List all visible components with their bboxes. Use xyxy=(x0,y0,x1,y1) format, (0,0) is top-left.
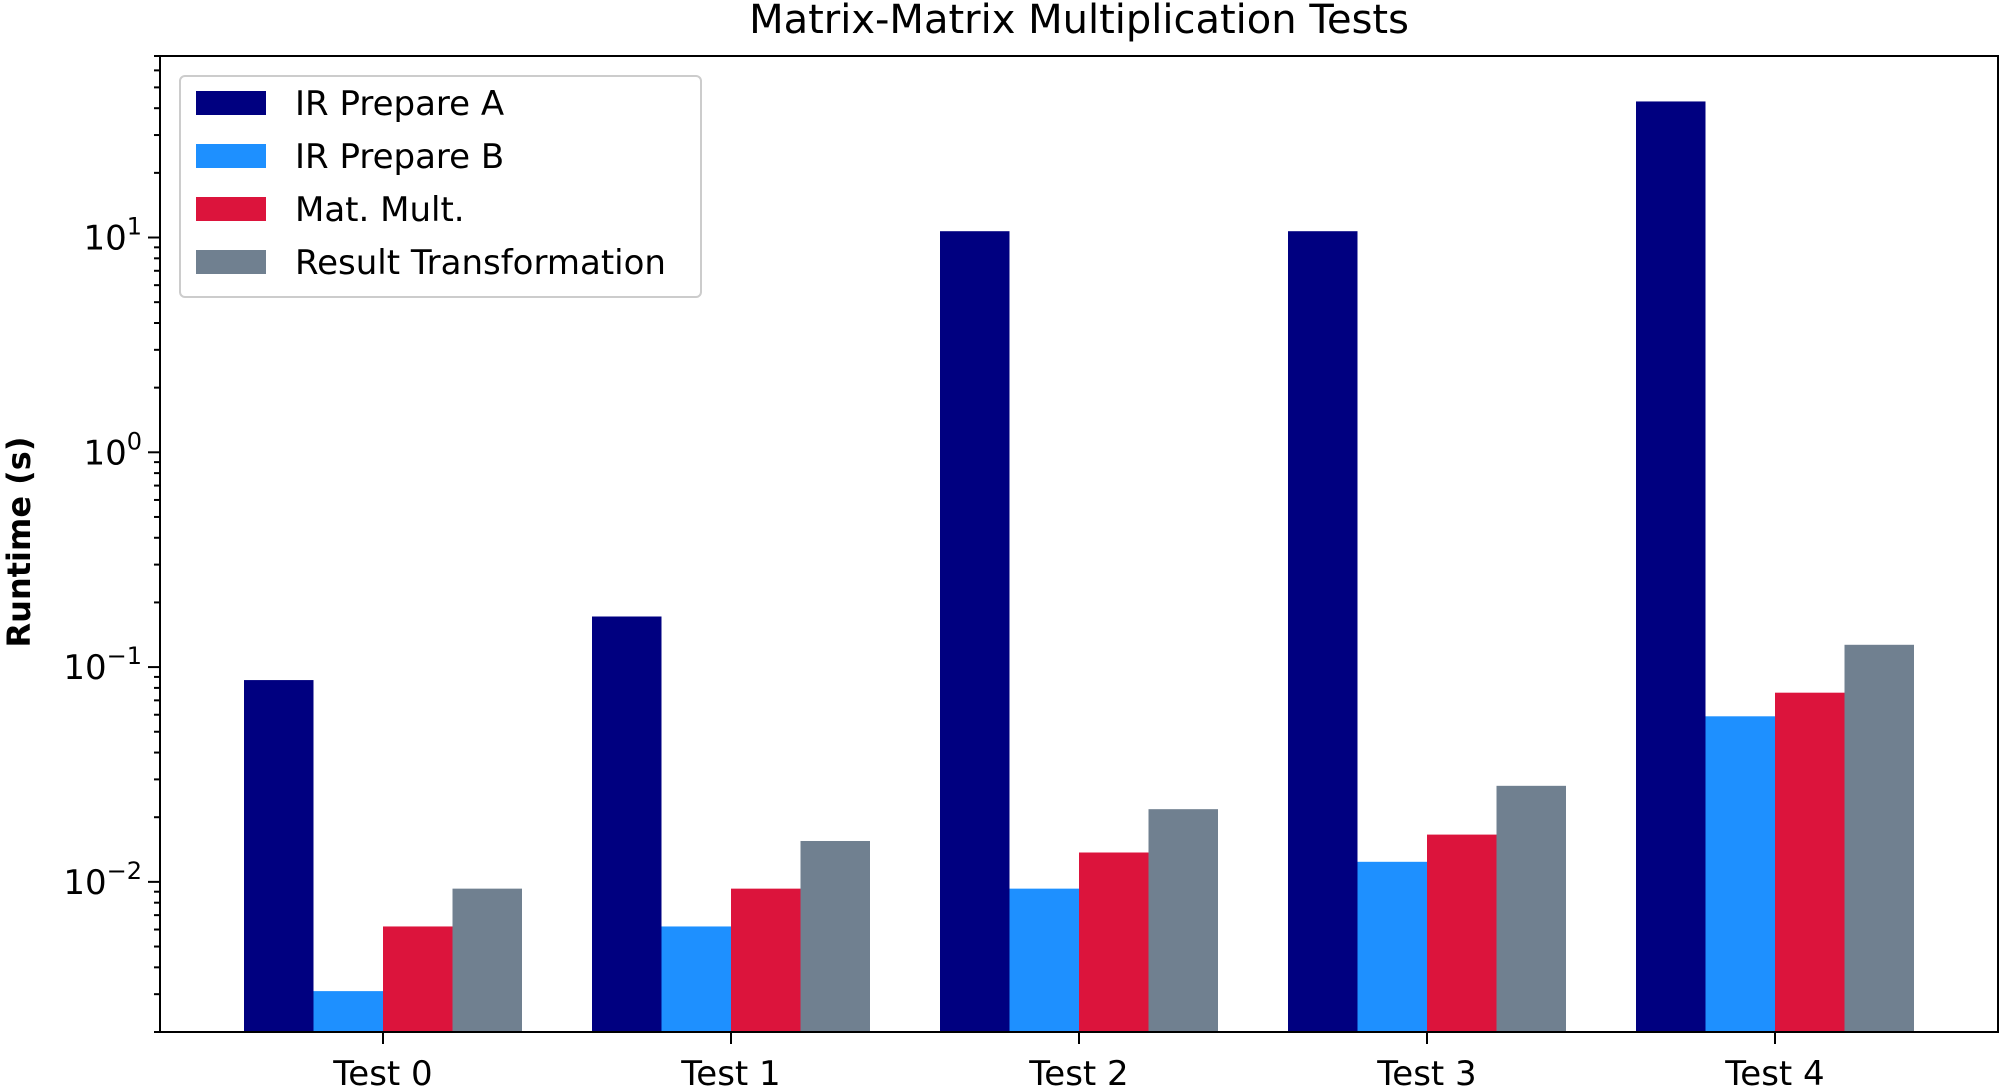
bar-ir-prepare-b-test-3 xyxy=(1357,861,1427,1032)
legend-swatch-ir-prepare-a xyxy=(196,91,266,115)
y-tick-label: 10−2 xyxy=(63,857,142,903)
y-tick-label: 10−1 xyxy=(63,642,142,688)
x-tick-label: Test 1 xyxy=(680,1054,780,1088)
bar-result-transformation-test-1 xyxy=(800,840,870,1032)
bar-ir-prepare-a-test-0 xyxy=(244,680,314,1032)
bar-mat-mult-test-0 xyxy=(383,926,453,1032)
bar-ir-prepare-a-test-1 xyxy=(592,616,662,1032)
legend-label-ir-prepare-b: IR Prepare B xyxy=(295,137,504,177)
legend-swatch-result-transformation xyxy=(196,250,266,274)
bar-result-transformation-test-3 xyxy=(1496,785,1566,1032)
y-axis-ticks: 101 100 10−1 10−2 xyxy=(63,55,160,1033)
legend-swatch-ir-prepare-b xyxy=(196,144,266,168)
bar-mat-mult-test-2 xyxy=(1079,852,1149,1032)
bar-ir-prepare-b-test-0 xyxy=(313,991,383,1032)
bar-ir-prepare-b-test-4 xyxy=(1705,716,1775,1032)
y-tick-label: 100 xyxy=(83,427,142,473)
x-axis-ticks: Test 0 Test 1 Test 2 Test 3 Test 4 xyxy=(332,1032,1825,1088)
bar-ir-prepare-a-test-4 xyxy=(1636,101,1706,1033)
x-tick-label: Test 3 xyxy=(1376,1054,1476,1088)
legend: IR Prepare A IR Prepare B Mat. Mult. Result… xyxy=(179,75,702,298)
bar-ir-prepare-a-test-3 xyxy=(1288,231,1358,1032)
bar-ir-prepare-b-test-1 xyxy=(661,926,731,1032)
bar-result-transformation-test-4 xyxy=(1844,644,1914,1032)
bar-ir-prepare-a-test-2 xyxy=(940,231,1010,1032)
y-tick-label: 101 xyxy=(83,213,142,259)
legend-box xyxy=(179,75,702,298)
bar-mat-mult-test-3 xyxy=(1427,834,1497,1032)
chart-title: Matrix-Matrix Multiplication Tests xyxy=(749,0,1409,43)
legend-label-result-transformation: Result Transformation xyxy=(295,243,666,283)
legend-label-mat-mult: Mat. Mult. xyxy=(295,190,465,230)
bar-ir-prepare-b-test-2 xyxy=(1009,888,1079,1032)
x-tick-label: Test 2 xyxy=(1028,1054,1128,1088)
legend-swatch-mat-mult xyxy=(196,197,266,221)
bar-mat-mult-test-1 xyxy=(731,888,801,1032)
x-tick-label: Test 4 xyxy=(1724,1054,1824,1088)
bar-result-transformation-test-0 xyxy=(452,888,522,1032)
y-axis-label: Runtime (s) xyxy=(0,437,38,648)
bars-group xyxy=(244,101,1914,1033)
bar-mat-mult-test-4 xyxy=(1775,692,1845,1032)
x-tick-label: Test 0 xyxy=(332,1054,432,1088)
bar-result-transformation-test-2 xyxy=(1148,809,1218,1032)
legend-label-ir-prepare-a: IR Prepare A xyxy=(295,84,504,124)
